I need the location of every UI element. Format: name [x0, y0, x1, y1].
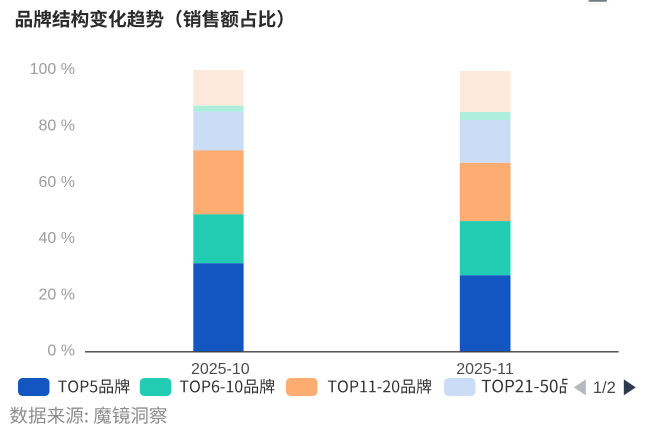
svg-text:60 %: 60 % [39, 174, 75, 191]
svg-text:0 %: 0 % [47, 343, 75, 360]
svg-text:100 %: 100 % [30, 61, 75, 78]
svg-text:2025-11: 2025-11 [456, 361, 514, 378]
svg-text:2025-10: 2025-10 [191, 361, 250, 378]
svg-text:80 %: 80 % [39, 118, 75, 135]
svg-text:1/2: 1/2 [593, 379, 616, 397]
svg-text:40 %: 40 % [39, 230, 75, 247]
svg-text:20 %: 20 % [39, 286, 75, 303]
